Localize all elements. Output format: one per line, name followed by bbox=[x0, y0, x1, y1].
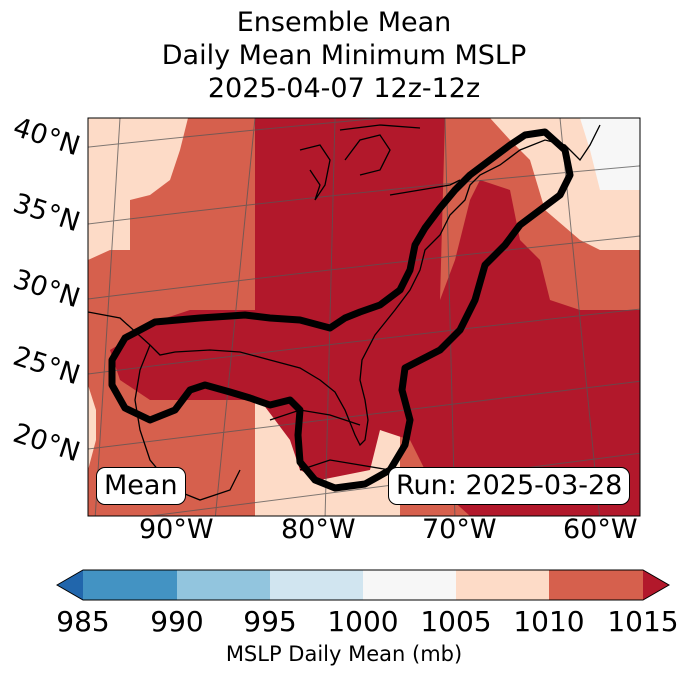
colorbar-seg-990 bbox=[177, 570, 270, 600]
colorbar-tick-995: 995 bbox=[243, 605, 297, 638]
colorbar-seg-995 bbox=[270, 570, 363, 600]
title-line-2: Daily Mean Minimum MSLP bbox=[161, 40, 527, 71]
title-line-1: Ensemble Mean bbox=[236, 7, 452, 38]
graticule bbox=[88, 118, 640, 516]
lon-label-80w: 80°W bbox=[281, 514, 356, 545]
map-panel bbox=[88, 118, 640, 516]
colorbar-label: MSLP Daily Mean (mb) bbox=[225, 642, 463, 666]
colorbar-tick-1000: 1000 bbox=[327, 605, 399, 638]
run-date-box-label: Run: 2025-03-28 bbox=[388, 467, 631, 505]
colorbar-tick-985: 985 bbox=[56, 605, 110, 638]
colorbar-under-arrow bbox=[57, 570, 83, 600]
colorbar-seg-1010 bbox=[549, 570, 643, 600]
colorbar-seg-1000 bbox=[363, 570, 456, 600]
mean-box-label: Mean bbox=[96, 467, 186, 505]
title-line-3: 2025-04-07 12z-12z bbox=[207, 73, 481, 104]
colorbar-tick-990: 990 bbox=[150, 605, 204, 638]
colorbar-tick-1005: 1005 bbox=[420, 605, 492, 638]
map-frame bbox=[87, 117, 641, 517]
colorbar-outline bbox=[55, 569, 671, 601]
lon-label-70w: 70°W bbox=[422, 514, 497, 545]
colorbar-over-arrow bbox=[643, 570, 669, 600]
lon-label-90w: 90°W bbox=[139, 514, 214, 545]
contour-1010 bbox=[108, 128, 574, 492]
lon-label-60w: 60°W bbox=[563, 514, 638, 545]
colorbar-tick-1015: 1015 bbox=[607, 605, 679, 638]
coastlines bbox=[88, 124, 601, 501]
colorbar-seg-985 bbox=[83, 570, 177, 600]
colorbar-tick-1010: 1010 bbox=[513, 605, 585, 638]
colorbar-seg-1005 bbox=[456, 570, 549, 600]
colorbar bbox=[55, 569, 671, 601]
field-over-1015 bbox=[110, 118, 640, 516]
